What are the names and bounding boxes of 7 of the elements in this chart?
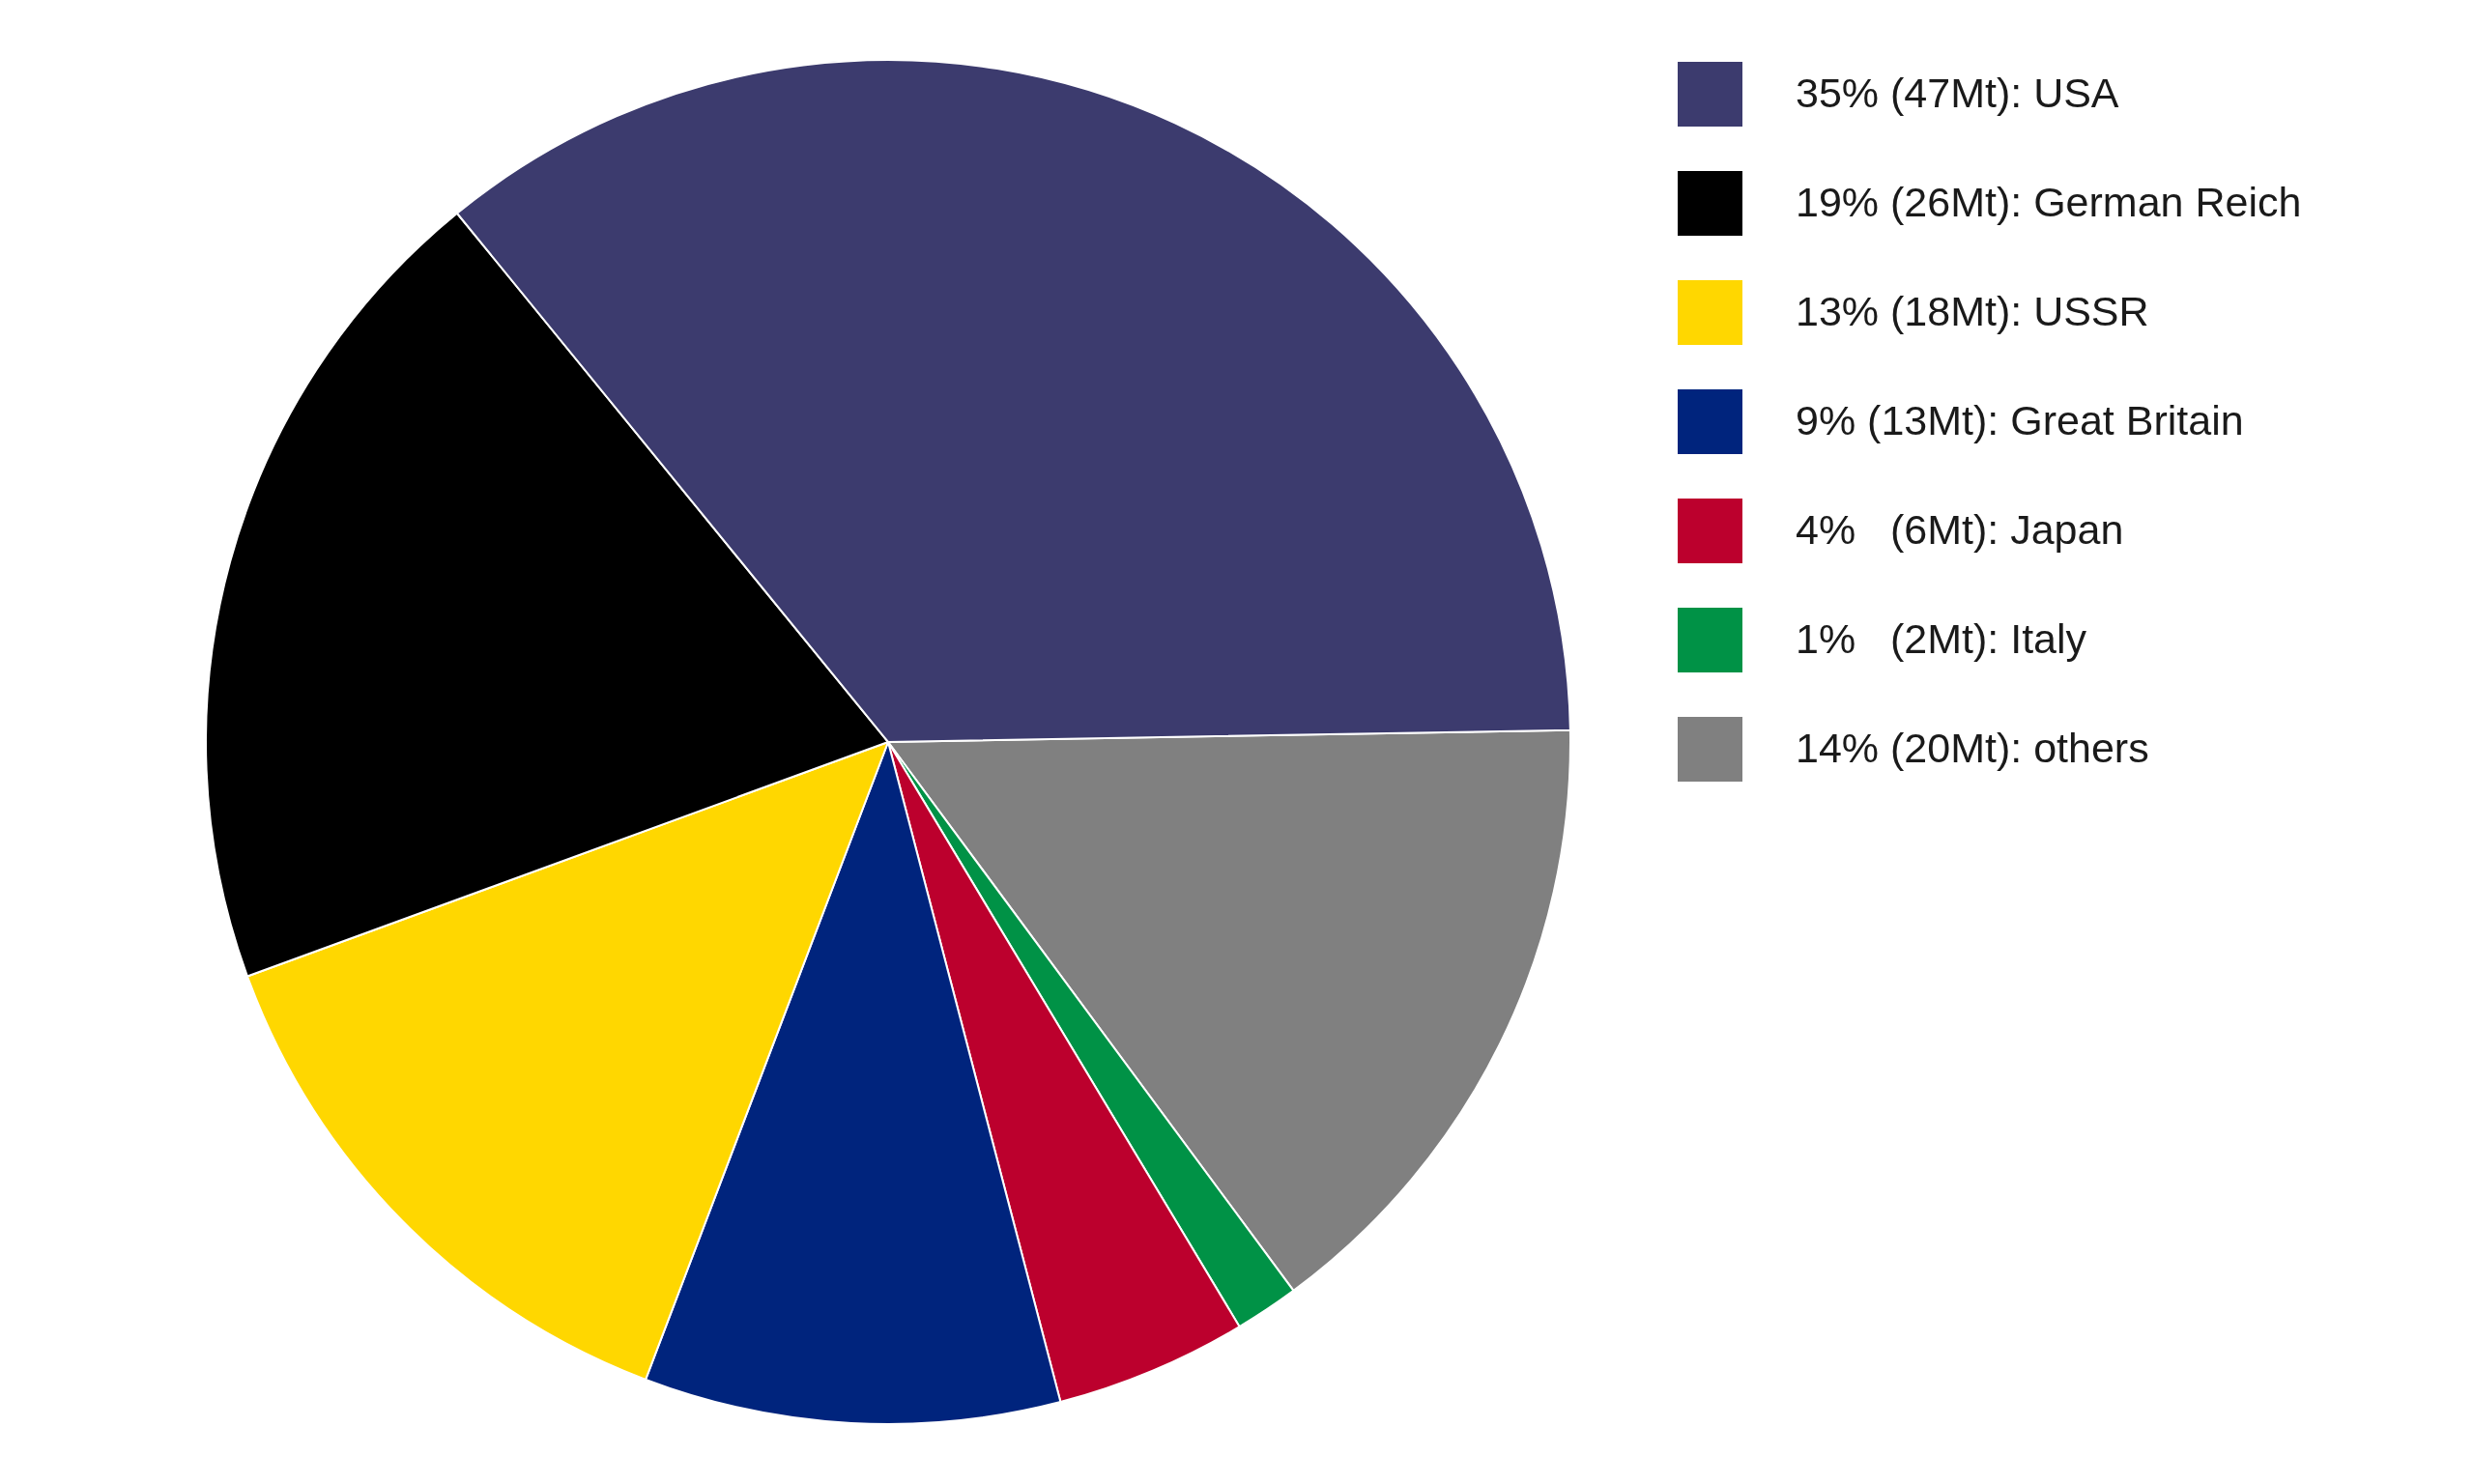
legend-label: 14% (20Mt): others — [1796, 725, 2149, 772]
legend-label: 35% (47Mt): USA — [1796, 70, 2119, 117]
legend-label: 9% (13Mt): Great Britain — [1796, 397, 2244, 444]
legend-label: 13% (18Mt): USSR — [1796, 288, 2149, 335]
legend-label: 4% (6Mt): Japan — [1796, 506, 2124, 554]
legend-label: 1% (2Mt): Italy — [1796, 615, 2087, 663]
legend-label: 19% (26Mt): German Reich — [1796, 179, 2302, 226]
